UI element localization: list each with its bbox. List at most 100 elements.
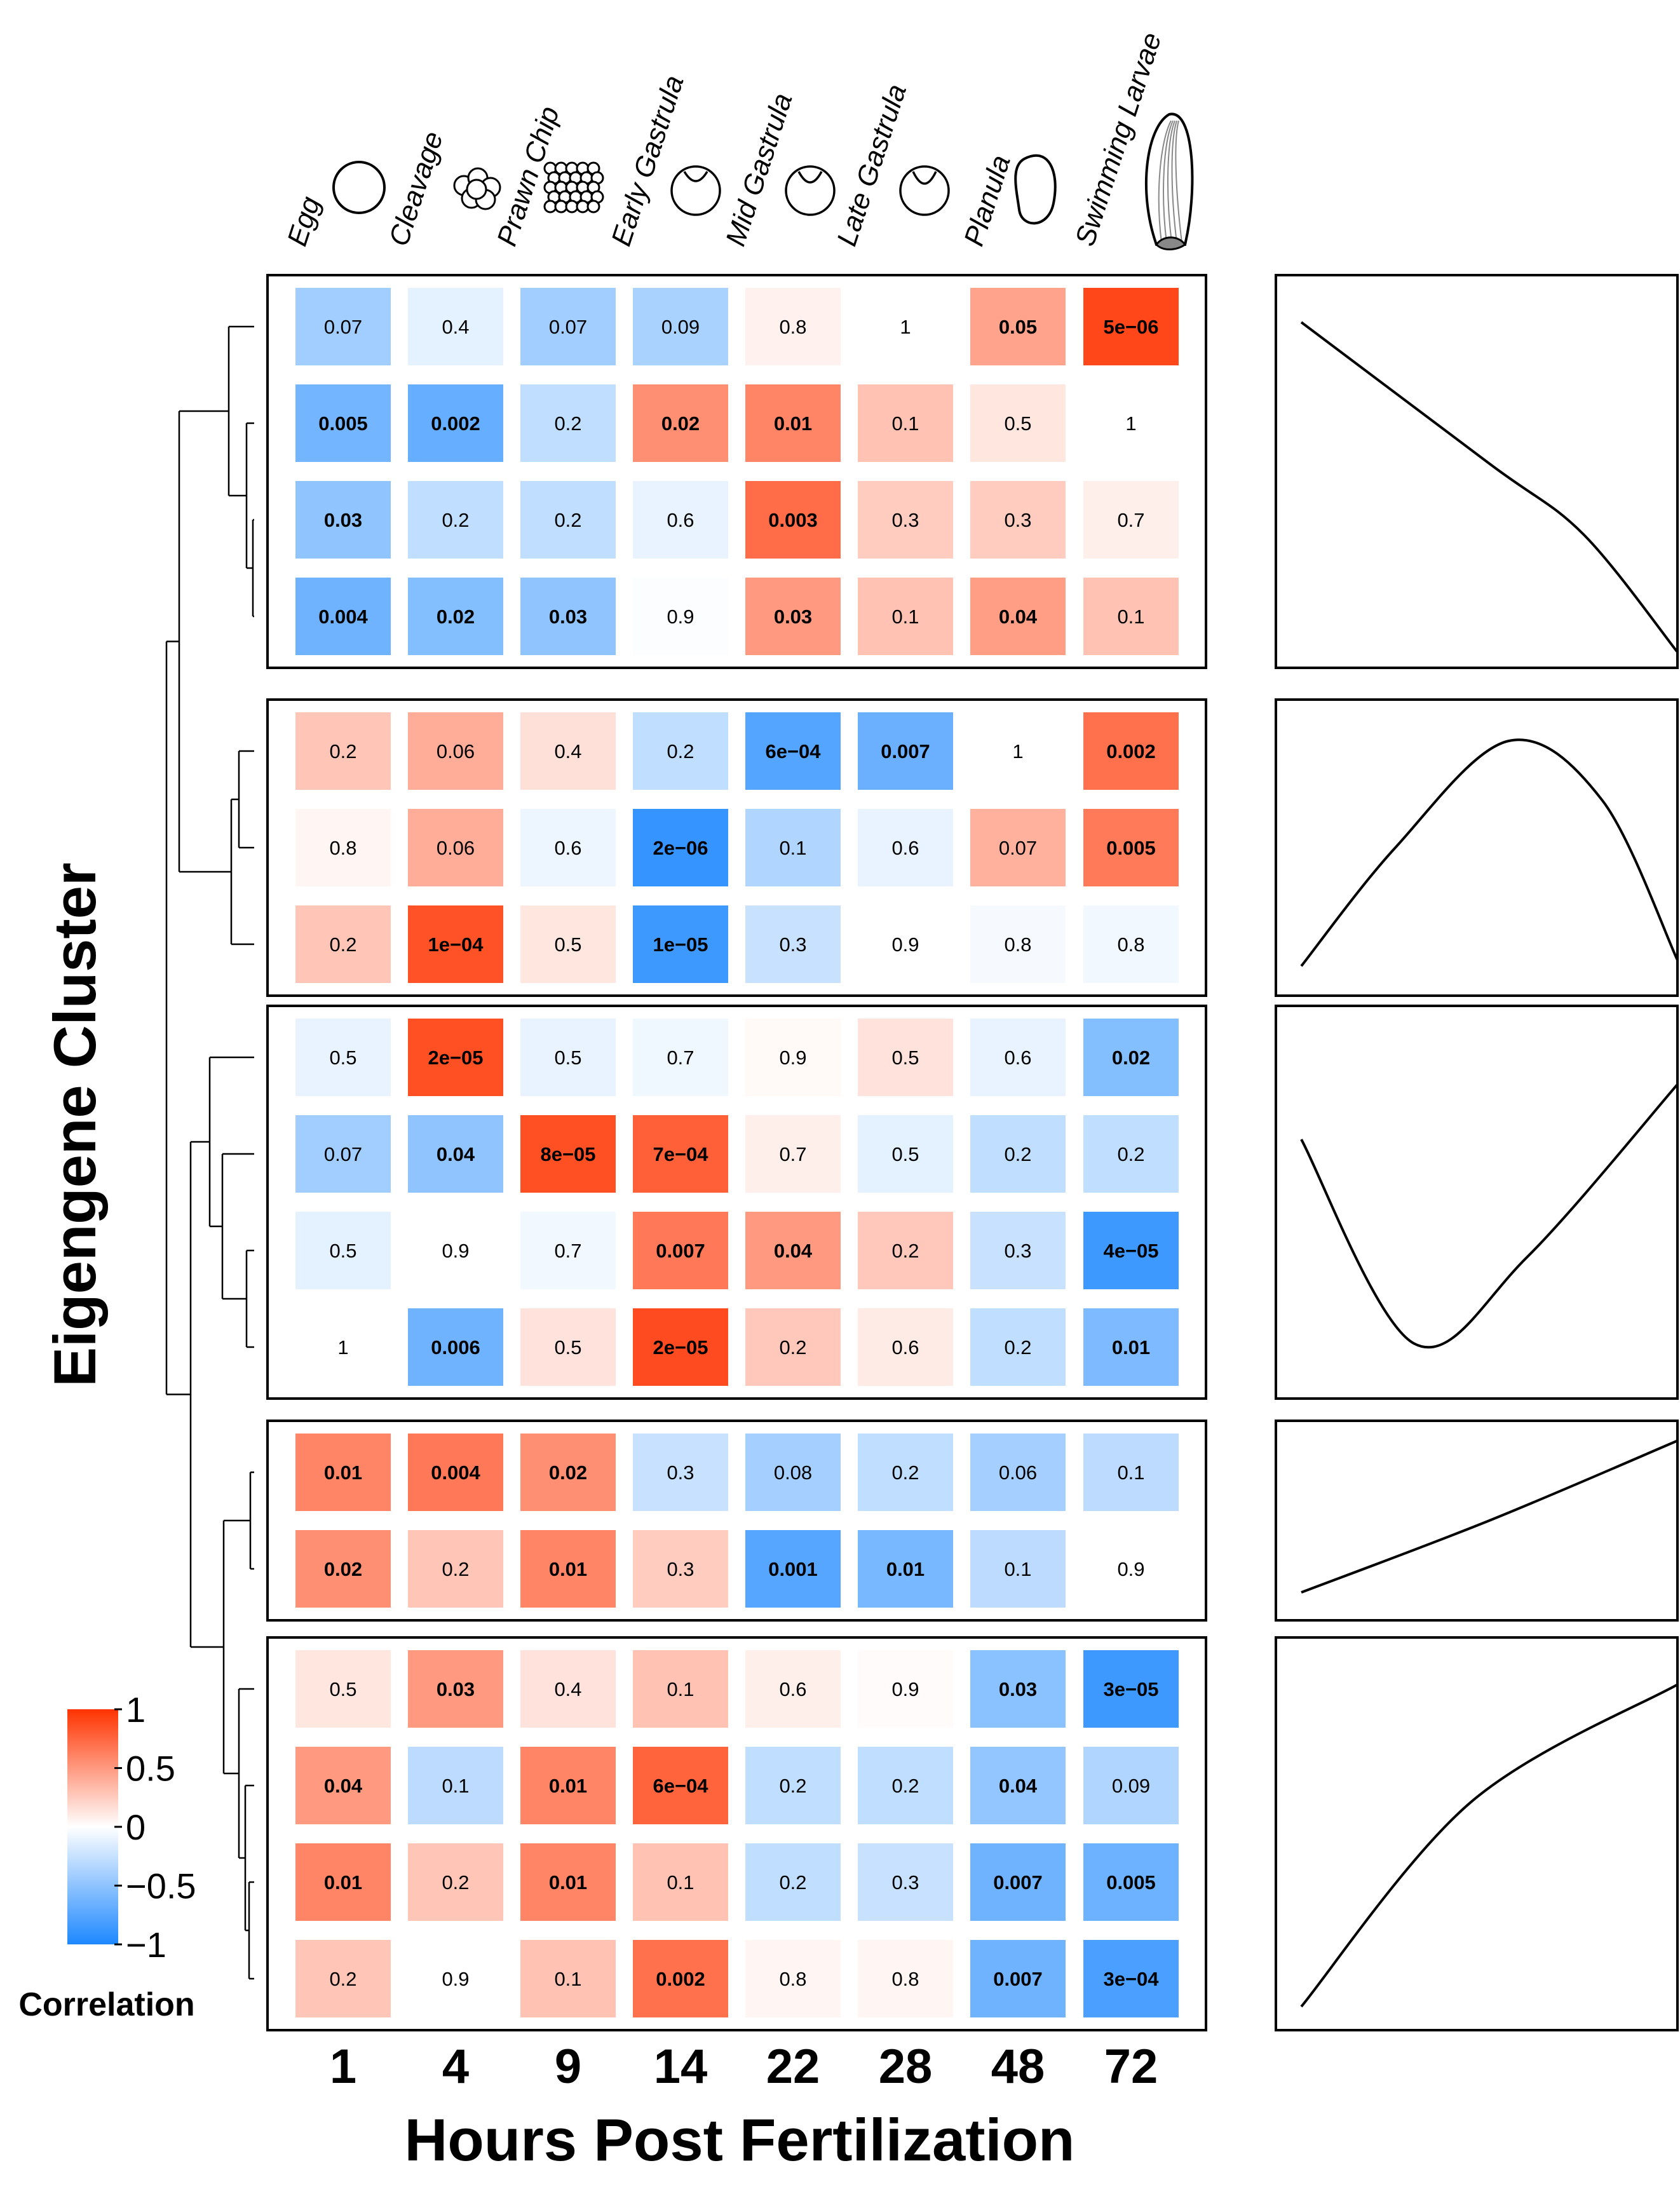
trend-panel-4 bbox=[1275, 1420, 1679, 1622]
heatmap-cell bbox=[1083, 1019, 1179, 1096]
heatmap-cell bbox=[408, 288, 503, 365]
x-tick-label: 9 bbox=[555, 2040, 581, 2094]
trend-panels bbox=[1275, 274, 1679, 2031]
cell-pvalue: 0.01 bbox=[886, 1558, 925, 1580]
trend-panel-5 bbox=[1275, 1636, 1679, 2031]
cell-pvalue: 0.1 bbox=[667, 1871, 694, 1894]
cell-pvalue: 0.01 bbox=[774, 412, 812, 435]
heatmap-cell bbox=[1083, 384, 1179, 462]
heatmap-cell bbox=[858, 384, 953, 462]
heatmap-cell bbox=[970, 481, 1066, 559]
heatmap-cell bbox=[970, 1308, 1066, 1386]
heatmap-cell bbox=[858, 1650, 953, 1728]
cell-pvalue: 0.6 bbox=[891, 837, 919, 859]
heatmap-cell bbox=[633, 1308, 728, 1386]
heatmap-cell bbox=[520, 1843, 616, 1921]
heatmap-cell bbox=[858, 1308, 953, 1386]
heatmap-cell bbox=[295, 578, 391, 655]
cluster-box bbox=[266, 1005, 1207, 1400]
cell-pvalue: 0.1 bbox=[554, 1968, 581, 1990]
cell-pvalue: 0.2 bbox=[891, 1240, 919, 1262]
cell-pvalue: 0.8 bbox=[329, 837, 356, 859]
heatmap-cell bbox=[1083, 288, 1179, 365]
heatmap-cell bbox=[633, 1650, 728, 1728]
heatmap-cell bbox=[520, 1212, 616, 1289]
heatmap-cell bbox=[1083, 809, 1179, 886]
heatmap-cell bbox=[633, 1212, 728, 1289]
heatmap-cell bbox=[858, 905, 953, 983]
cell-pvalue: 0.3 bbox=[1004, 509, 1031, 531]
legend-tick-label: 0 bbox=[126, 1807, 146, 1847]
heatmap-cell bbox=[520, 1019, 616, 1096]
heatmap-cell bbox=[633, 1747, 728, 1824]
cell-pvalue: 0.02 bbox=[549, 1461, 587, 1484]
trend-box bbox=[1275, 274, 1679, 669]
heatmap-cell bbox=[1083, 1940, 1179, 2017]
heatmap-cell bbox=[970, 1940, 1066, 2017]
cell-pvalue: 0.8 bbox=[1117, 933, 1144, 956]
heatmap-cell bbox=[858, 1434, 953, 1511]
heatmap-cell bbox=[745, 1650, 841, 1728]
cell-pvalue: 0.01 bbox=[324, 1871, 362, 1894]
heatmap-cell bbox=[295, 1940, 391, 2017]
heatmap-cell bbox=[408, 1115, 503, 1193]
heatmap-cell bbox=[520, 1940, 616, 2017]
stage-label: Planula bbox=[958, 151, 1017, 250]
cell-pvalue: 0.03 bbox=[437, 1678, 475, 1700]
heatmap-cell bbox=[295, 481, 391, 559]
heatmap-cell bbox=[970, 1650, 1066, 1728]
cell-pvalue: 0.08 bbox=[774, 1461, 812, 1484]
heatmap-cell bbox=[970, 288, 1066, 365]
trend-curve bbox=[1301, 1439, 1678, 1594]
cell-pvalue: 0.7 bbox=[554, 1240, 581, 1262]
cell-pvalue: 0.5 bbox=[329, 1240, 356, 1262]
cell-pvalue: 0.04 bbox=[437, 1143, 475, 1165]
cell-pvalue: 0.9 bbox=[1117, 1558, 1144, 1580]
heatmap-cell bbox=[970, 1019, 1066, 1096]
cell-pvalue: 0.5 bbox=[1004, 412, 1031, 435]
cell-pvalue: 0.09 bbox=[1112, 1775, 1150, 1797]
cell-pvalue: 0.6 bbox=[554, 837, 581, 859]
cell-pvalue: 8e−05 bbox=[540, 1143, 595, 1165]
trend-curve bbox=[1300, 1083, 1679, 1349]
gastrula-drawing bbox=[785, 165, 836, 216]
heatmap-cell bbox=[745, 905, 841, 983]
heatmap-cell bbox=[745, 1747, 841, 1824]
heatmap-cell bbox=[745, 288, 841, 365]
cell-pvalue: 0.2 bbox=[329, 933, 356, 956]
cluster-panels: 0.07 0.4 0.07 0.09 0.8 1 0.05 5e−060.005 0.002 0.… bbox=[266, 274, 1207, 2031]
heatmap-cell bbox=[858, 1843, 953, 1921]
heatmap-cell bbox=[408, 481, 503, 559]
heatmap-cell bbox=[408, 384, 503, 462]
stage-label: Cleavage bbox=[383, 128, 449, 250]
cell-pvalue: 0.7 bbox=[667, 1047, 694, 1069]
cell-pvalue: 0.2 bbox=[442, 509, 469, 531]
heatmap-cell bbox=[295, 905, 391, 983]
cell-pvalue: 1 bbox=[900, 316, 911, 338]
cell-pvalue: 0.005 bbox=[1106, 837, 1156, 859]
heatmap-cell bbox=[408, 1650, 503, 1728]
cluster-box bbox=[266, 274, 1207, 669]
heatmap-cell bbox=[745, 1434, 841, 1511]
cell-pvalue: 0.6 bbox=[1004, 1047, 1031, 1069]
cell-pvalue: 0.03 bbox=[999, 1678, 1037, 1700]
cell-pvalue: 0.2 bbox=[1117, 1143, 1144, 1165]
heatmap-cell bbox=[295, 1308, 391, 1386]
heatmap-cell bbox=[295, 1115, 391, 1193]
heatmap-cell bbox=[408, 1843, 503, 1921]
heatmap-cell bbox=[858, 1530, 953, 1608]
heatmap-cell bbox=[633, 481, 728, 559]
cell-pvalue: 0.06 bbox=[437, 740, 475, 762]
trend-box bbox=[1275, 698, 1679, 997]
cluster-2: 0.2 0.06 0.4 0.2 6e−04 0.007 1 0.002 0.8 0.06 0.6 2… bbox=[266, 698, 1207, 997]
cell-pvalue: 0.01 bbox=[549, 1775, 587, 1797]
cell-pvalue: 0.007 bbox=[993, 1968, 1043, 1990]
heatmap-cell bbox=[408, 1308, 503, 1386]
heatmap-cell bbox=[745, 712, 841, 790]
heatmap-cell bbox=[858, 1019, 953, 1096]
cell-pvalue: 1e−04 bbox=[428, 933, 484, 956]
heatmap-cell bbox=[1083, 1747, 1179, 1824]
cluster-box bbox=[266, 1636, 1207, 2031]
heatmap-cell bbox=[745, 1308, 841, 1386]
stage-label: Late Gastrula bbox=[831, 81, 912, 250]
